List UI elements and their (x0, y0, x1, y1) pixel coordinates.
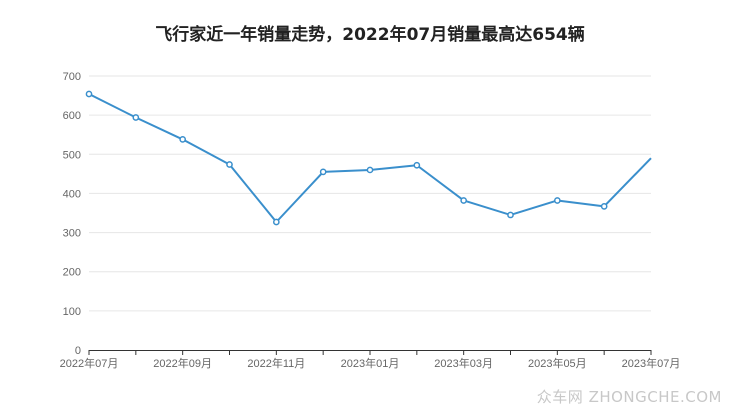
data-point (226, 161, 233, 168)
x-tick-label: 2022年07月 (60, 356, 119, 370)
y-tick-label: 100 (63, 306, 81, 318)
series-line (88, 93, 652, 224)
data-point (600, 202, 608, 210)
data-point (179, 136, 187, 143)
y-tick-label: 700 (63, 71, 81, 83)
y-tick-label: 500 (63, 149, 81, 161)
data-point (85, 90, 93, 98)
y-tick-label: 400 (63, 188, 81, 200)
y-tick-label: 200 (63, 267, 81, 279)
data-point (507, 211, 514, 219)
x-tick-label: 2023年07月 (622, 356, 681, 370)
x-tick-label: 2023年05月 (528, 356, 587, 370)
data-point (132, 114, 140, 121)
data-point (272, 218, 280, 226)
data-point (319, 168, 327, 176)
data-point (366, 166, 374, 174)
data-point (553, 197, 561, 204)
y-tick-label: 0 (75, 345, 81, 357)
x-tick-label: 2022年09月 (153, 356, 212, 370)
x-tick-label: 2023年03月 (434, 356, 493, 370)
watermark-logo: 众车网 ZHONGCHE.COM (536, 388, 722, 406)
y-tick-label: 300 (63, 228, 81, 240)
x-tick-label: 2022年11月 (247, 356, 305, 370)
x-tick-labels: 2022年07月 2022年09月 2022年11月 2023年01月 2023年03月… (60, 356, 681, 370)
x-tick-label: 2023年01月 (341, 356, 400, 370)
axes (88, 350, 652, 355)
data-point (413, 161, 421, 169)
chart-title: 飞行家近一年销量走势，2022年07月销量最高达654辆 (155, 25, 585, 45)
gridlines (89, 75, 651, 312)
y-tick-label: 600 (63, 110, 81, 122)
data-point (460, 197, 468, 204)
y-tick-labels: 0 100 200 300 400 500 600 700 (63, 71, 81, 357)
series (85, 90, 652, 226)
